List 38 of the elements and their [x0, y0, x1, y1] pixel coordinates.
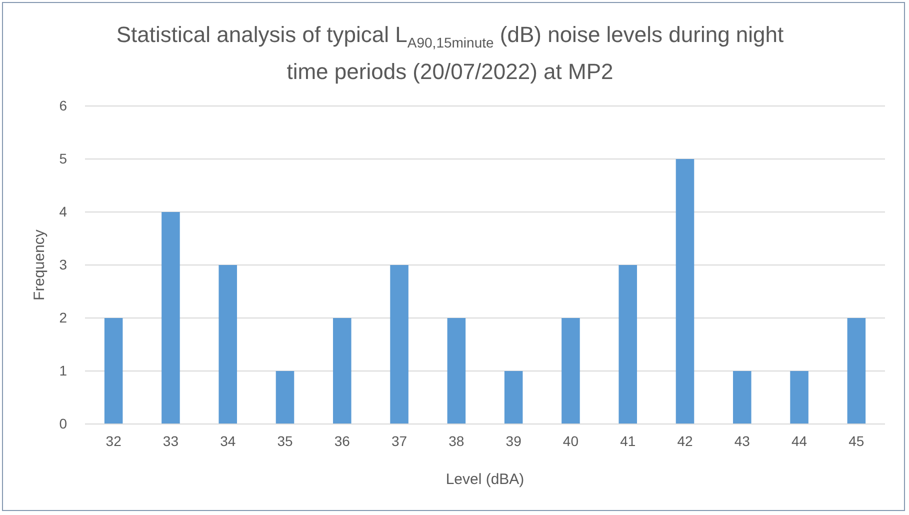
- x-tick-label: 34: [220, 432, 236, 449]
- x-tick-label: 38: [448, 432, 464, 449]
- bar: [676, 159, 694, 424]
- x-tick-label: 42: [677, 432, 693, 449]
- bar: [618, 265, 637, 424]
- x-tick-label: 45: [848, 432, 864, 449]
- bar: [847, 318, 866, 424]
- bar: [218, 265, 237, 424]
- y-tick-label: 4: [59, 203, 68, 220]
- x-tick-label: 40: [562, 432, 579, 449]
- y-tick-label: 0: [59, 415, 68, 432]
- x-tick-label: 35: [277, 432, 293, 449]
- y-tick-label: 6: [59, 97, 68, 114]
- x-tick-label: 41: [620, 432, 636, 449]
- y-tick-label: 1: [59, 362, 68, 378]
- y-tick-label: 5: [59, 150, 68, 166]
- bar: [504, 371, 523, 424]
- y-tick-label: 2: [59, 309, 68, 326]
- x-tick-label: 37: [391, 432, 408, 449]
- bar: [733, 371, 752, 424]
- bar: [333, 318, 352, 424]
- x-tick-label: 36: [334, 432, 350, 449]
- x-tick-label: 32: [106, 432, 122, 449]
- bar: [276, 371, 294, 424]
- y-axis-title: Frequency: [31, 229, 48, 300]
- bar: [562, 318, 580, 424]
- bar: [790, 371, 808, 424]
- bar: [162, 212, 180, 424]
- bar: [447, 318, 466, 424]
- x-tick-label: 39: [506, 432, 522, 449]
- y-tick-label: 3: [59, 256, 68, 272]
- chart-title: Statistical analysis of typical L$_{A90,15minute}$ (dB) noise levels during night time periods (20/07/2022) at MP2: [115, 21, 785, 86]
- bar: [104, 318, 123, 424]
- x-tick-label: 33: [162, 432, 179, 449]
- bar: [390, 265, 408, 424]
- x-tick-label: 43: [734, 432, 750, 449]
- x-tick-label: 44: [791, 432, 808, 449]
- x-axis-title: Level (dBA): [446, 471, 524, 488]
